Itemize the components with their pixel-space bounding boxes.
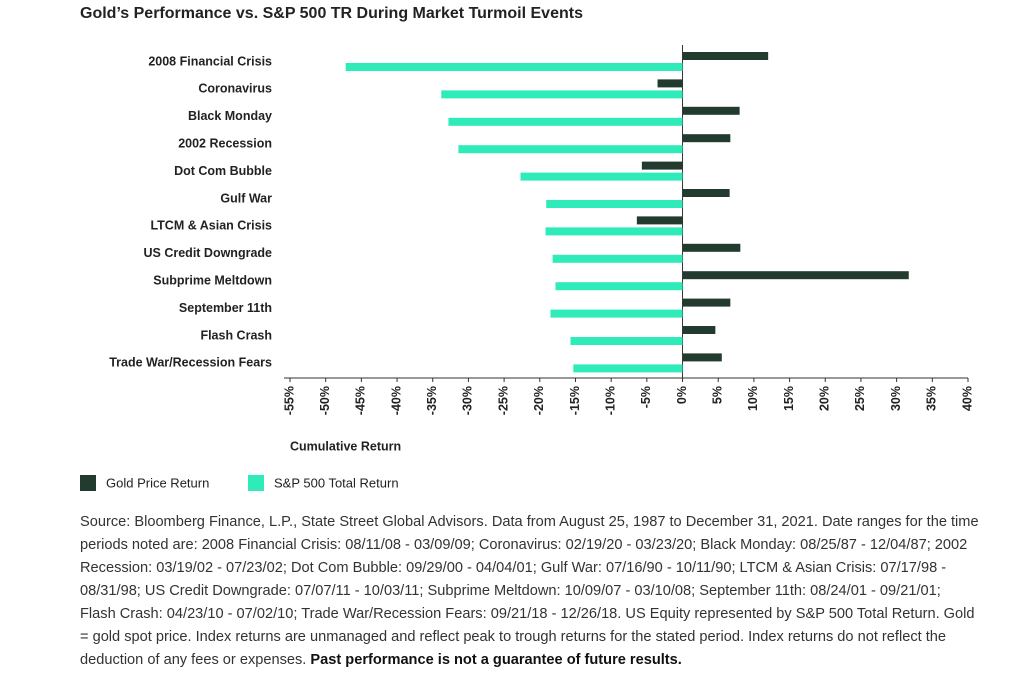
x-tick-label: -5%: [639, 386, 653, 408]
y-tick-label: US Credit Downgrade: [144, 246, 273, 260]
chart: Gold’s Performance vs. S&P 500 TR During…: [80, 5, 974, 491]
chart-title: Gold’s Performance vs. S&P 500 TR During…: [80, 5, 583, 22]
y-tick-label: Coronavirus: [198, 82, 272, 96]
bar: [682, 134, 731, 143]
bar: [573, 364, 683, 373]
x-tick-label: 20%: [818, 386, 832, 411]
bar: [682, 106, 740, 115]
x-tick-label: -10%: [603, 386, 617, 415]
x-tick-label: -50%: [318, 386, 332, 415]
bar: [546, 200, 683, 208]
y-tick-label: LTCM & Asian Crisis: [150, 219, 272, 233]
y-tick-label: 2002 Recession: [178, 136, 272, 150]
bar: [682, 52, 769, 60]
bar: [448, 117, 683, 126]
legend-swatch: [80, 475, 96, 491]
x-tick-label: -15%: [568, 386, 582, 415]
bar: [682, 271, 909, 280]
x-tick-label: -40%: [389, 386, 403, 415]
bar: [545, 227, 683, 236]
y-tick-label: Trade War/Recession Fears: [109, 356, 272, 370]
x-tick-label: 0%: [675, 386, 689, 404]
y-tick-label: Dot Com Bubble: [174, 164, 272, 178]
bar: [657, 79, 683, 88]
source-note: Source: Bloomberg Finance, L.P., State S…: [80, 511, 980, 672]
bar: [682, 243, 741, 252]
y-tick-label: Gulf War: [220, 191, 272, 205]
source-text: Source: Bloomberg Finance, L.P., State S…: [80, 514, 979, 668]
bar: [682, 189, 730, 197]
legend-label: Gold Price Return: [106, 475, 209, 490]
bar: [441, 90, 683, 99]
bar: [636, 216, 683, 225]
x-tick-label: 30%: [889, 386, 903, 411]
bar: [682, 353, 722, 362]
y-tick-label: Black Monday: [188, 109, 272, 123]
bar: [682, 326, 716, 334]
bar: [550, 309, 683, 318]
x-tick-label: -45%: [354, 386, 368, 415]
x-tick-label: -25%: [496, 386, 510, 415]
x-tick-label: 15%: [782, 386, 796, 411]
x-axis-title: Cumulative Return: [290, 439, 401, 453]
y-tick-label: 2008 Financial Crisis: [148, 54, 272, 68]
x-tick-label: 10%: [746, 386, 760, 411]
y-tick-label: September 11th: [179, 301, 272, 315]
x-tick-label: -30%: [461, 386, 475, 415]
y-tick-label: Subprime Meltdown: [153, 273, 272, 287]
x-tick-label: 25%: [853, 386, 867, 411]
bar: [641, 161, 683, 170]
bar: [555, 282, 683, 291]
x-tick-label: -55%: [282, 386, 296, 415]
legend-swatch: [248, 475, 264, 491]
x-tick-label: -20%: [532, 386, 546, 415]
bar: [552, 254, 683, 263]
bar: [345, 63, 683, 71]
source-disclaimer: Past performance is not a guarantee of f…: [310, 652, 682, 668]
bar: [570, 337, 683, 345]
legend-label: S&P 500 Total Return: [274, 475, 399, 490]
bar: [458, 145, 683, 154]
y-tick-label: Flash Crash: [200, 328, 272, 342]
bar: [520, 172, 683, 181]
bar: [682, 298, 731, 307]
x-tick-label: 5%: [711, 386, 725, 404]
x-tick-label: -35%: [425, 386, 439, 415]
x-tick-label: 35%: [925, 386, 939, 411]
x-tick-label: 40%: [960, 386, 974, 411]
